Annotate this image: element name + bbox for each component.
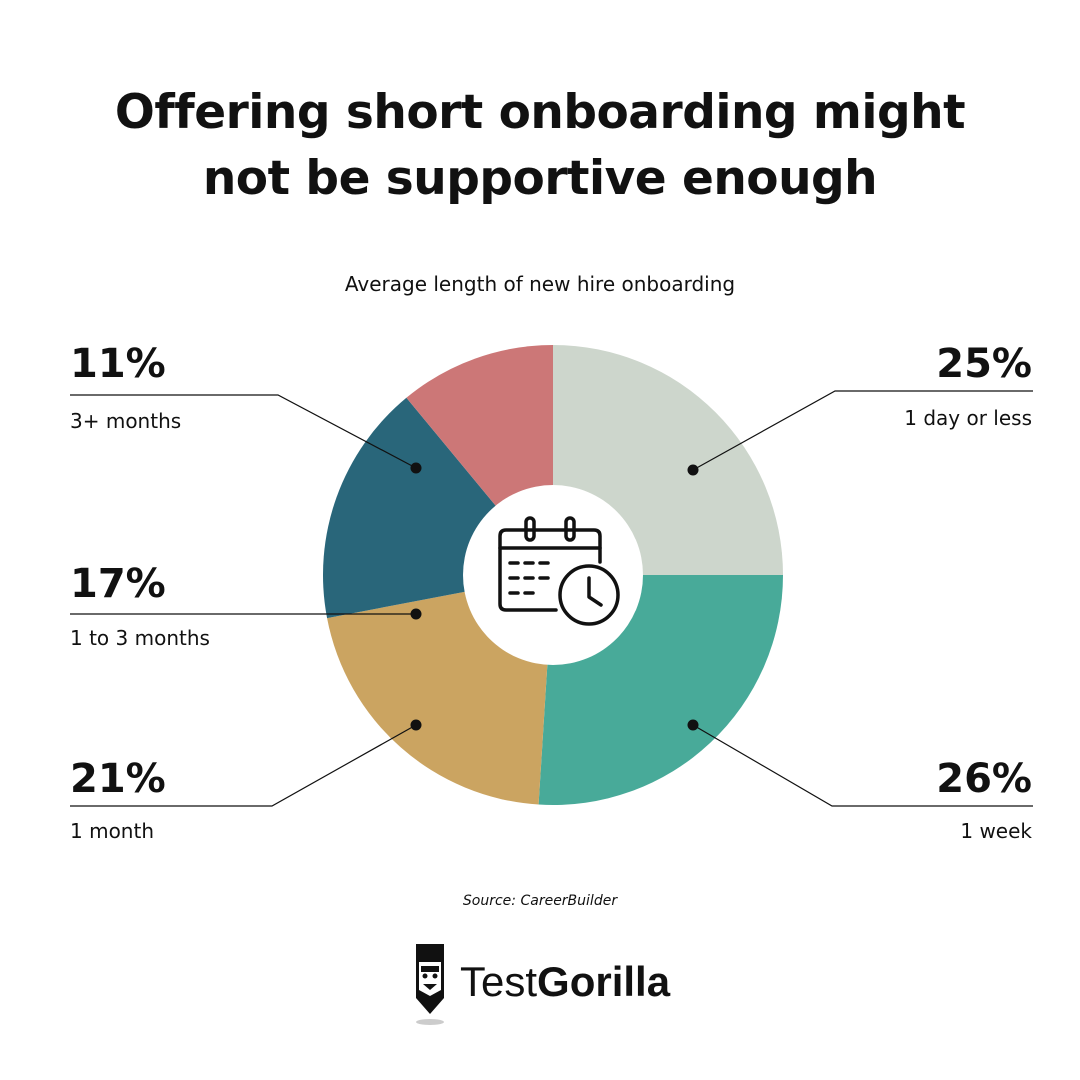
gorilla-logo-icon bbox=[416, 944, 444, 1025]
category-label-3-plus-months: 3+ months bbox=[70, 409, 182, 433]
brand-name: TestGorilla bbox=[460, 958, 670, 1006]
pct-label-3-plus-months: 11% bbox=[70, 341, 166, 387]
leader-dot-3-plus-months bbox=[410, 462, 422, 474]
page-title: Offering short onboarding might not be s… bbox=[0, 80, 1080, 212]
leader-dot-1-month bbox=[410, 719, 422, 731]
category-label-1-week: 1 week bbox=[960, 819, 1032, 843]
pct-label-1-day: 25% bbox=[936, 341, 1032, 387]
category-label-1-month: 1 month bbox=[70, 819, 154, 843]
leader-dot-1-week bbox=[687, 719, 699, 731]
chart-title: Average length of new hire onboarding bbox=[344, 272, 736, 296]
title-line-2: not be supportive enough bbox=[202, 151, 878, 206]
pct-label-1-month: 21% bbox=[70, 756, 166, 802]
leader-line-3-plus-months bbox=[70, 394, 417, 469]
brand-name-light: Test bbox=[460, 958, 538, 1005]
category-label-1-day: 1 day or less bbox=[904, 406, 1032, 430]
leader-line-1-month bbox=[70, 724, 417, 807]
brand-name-bold: Gorilla bbox=[537, 958, 671, 1005]
category-label-1-to-3-months: 1 to 3 months bbox=[70, 626, 210, 650]
pct-label-1-week: 26% bbox=[936, 756, 1032, 802]
donut-hole bbox=[463, 485, 643, 665]
brand-logo: TestGorilla bbox=[408, 938, 678, 1028]
leader-line-1-week bbox=[692, 724, 1033, 807]
leader-line-1-day-or-less bbox=[692, 390, 1033, 471]
leader-dot-1-day-or-less bbox=[687, 464, 699, 476]
calendar-clock-icon bbox=[498, 516, 620, 626]
pct-label-1-to-3-months: 17% bbox=[70, 561, 166, 607]
leader-dot-1-to-3-months bbox=[410, 608, 422, 620]
title-line-1: Offering short onboarding might bbox=[114, 85, 966, 140]
source-note: Source: CareerBuilder bbox=[462, 893, 618, 909]
